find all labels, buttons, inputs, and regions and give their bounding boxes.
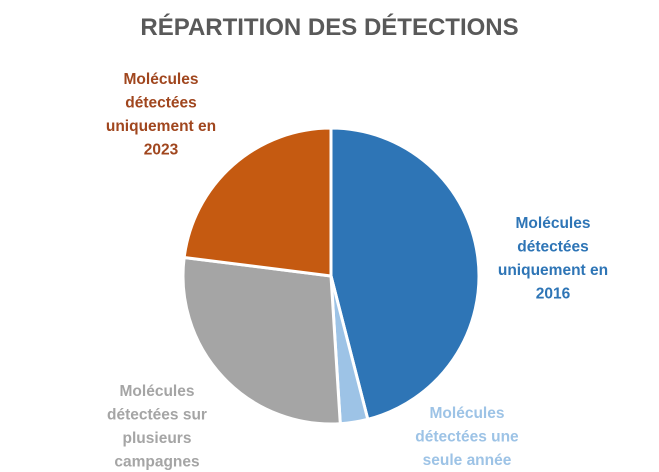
pie-slice-3: [181, 255, 342, 426]
slice-label-1: Molécules détectées uniquement en 2016: [498, 215, 608, 303]
chart-title: RÉPARTITION DES DÉTECTIONS: [140, 14, 519, 41]
slice-label-line: Molécules: [516, 215, 591, 232]
slice-label-line: Molécules: [124, 71, 199, 88]
slice-label-line: 2023: [144, 142, 179, 159]
slice-label-line: uniquement en: [498, 262, 608, 279]
slice-label-2: Molécules détectées une seule année: [415, 405, 519, 469]
slice-label-line: détectées sur: [107, 407, 207, 424]
slice-label-line: détectées: [125, 95, 197, 112]
slice-label-line: détectées une: [415, 429, 519, 446]
slice-label-line: uniquement en: [106, 118, 216, 135]
pie-slice-1: [329, 126, 481, 421]
slice-label-line: 2016: [536, 286, 571, 303]
pie-slice-4: [182, 126, 333, 278]
slice-label-line: Molécules: [430, 405, 505, 422]
slice-label-line: campagnes: [114, 454, 199, 471]
slice-label-3: Molécules détectées sur plusieurs campagnes: [107, 383, 207, 471]
slice-label-line: détectées: [517, 239, 589, 256]
slice-label-4: Molécules détectées uniquement en 2023: [106, 71, 216, 159]
slice-label-line: Molécules: [120, 383, 195, 400]
slice-label-line: plusieurs: [123, 430, 192, 447]
slice-label-line: seule année: [423, 452, 512, 469]
